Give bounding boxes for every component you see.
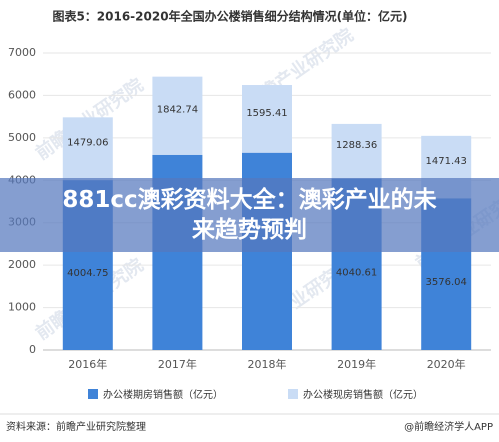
value-label: 4040.61 bbox=[336, 267, 377, 278]
value-label: 4004.75 bbox=[67, 268, 108, 279]
bar-segment bbox=[242, 85, 292, 153]
credit: @前瞻经济学人APP bbox=[404, 420, 493, 433]
source: 资料来源：前瞻产业研究院整理 bbox=[6, 420, 146, 433]
banner: 881cc澳彩资料大全：澳彩产业的未来趋势预判 bbox=[0, 178, 499, 252]
legend-label: 办公楼期房销售额（亿元） bbox=[103, 388, 223, 401]
y-tick-label: 1000 bbox=[8, 301, 36, 314]
y-tick-label: 7000 bbox=[8, 46, 36, 59]
x-tick-label: 2019年 bbox=[337, 357, 376, 371]
x-tick-label: 2020年 bbox=[427, 357, 466, 371]
y-tick-label: 5000 bbox=[8, 131, 36, 144]
value-label: 1595.41 bbox=[246, 108, 287, 119]
value-label: 1471.43 bbox=[426, 156, 467, 167]
x-tick-label: 2016年 bbox=[68, 357, 107, 371]
value-label: 1479.06 bbox=[67, 138, 108, 149]
x-tick-label: 2018年 bbox=[248, 357, 287, 371]
value-label: 1288.36 bbox=[336, 140, 377, 151]
bar-segment bbox=[62, 117, 113, 181]
chart-title: 图表5：2016-2020年全国办公楼销售细分结构情况(单位：亿元) bbox=[52, 9, 407, 24]
value-label: 1842.74 bbox=[157, 105, 198, 116]
legend-swatch bbox=[288, 389, 298, 399]
y-tick-label: 6000 bbox=[8, 88, 36, 101]
banner-text: 881cc澳彩资料大全：澳彩产业的未来趋势预判 bbox=[62, 187, 437, 243]
legend-swatch bbox=[88, 389, 98, 399]
bar-segment bbox=[152, 76, 203, 155]
legend-label: 办公楼现房销售额（亿元） bbox=[303, 388, 423, 401]
x-tick-label: 2017年 bbox=[158, 357, 197, 371]
y-tick-label: 2000 bbox=[8, 258, 36, 271]
y-tick-label: 0 bbox=[29, 343, 36, 356]
bar-segment bbox=[331, 123, 382, 179]
value-label: 3576.04 bbox=[426, 277, 467, 288]
